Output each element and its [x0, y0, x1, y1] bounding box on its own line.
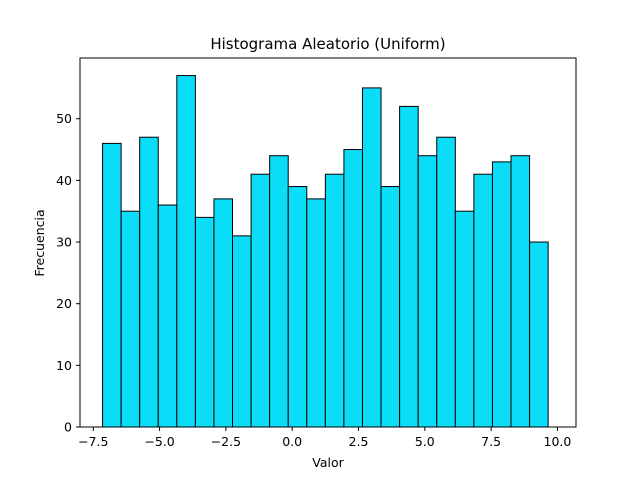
histogram-bar: [213, 198, 234, 428]
x-tick-label: 5.0: [415, 434, 435, 449]
histogram-bar: [436, 136, 456, 428]
histogram-bar: [306, 198, 326, 428]
x-axis-label: Valor: [312, 455, 344, 470]
x-tick-label: −2.5: [211, 434, 241, 449]
x-tick-label: 10.0: [544, 434, 572, 449]
y-tick-label: 50: [56, 111, 72, 126]
histogram-bar: [120, 210, 141, 428]
histogram-bar: [287, 186, 308, 428]
histogram-bar: [380, 186, 401, 428]
histogram-bar: [139, 136, 159, 428]
x-tick-label: 7.5: [481, 434, 501, 449]
bars-group: [102, 75, 549, 428]
histogram-bar: [232, 235, 252, 428]
histogram-bar: [417, 155, 438, 428]
histogram-bar: [491, 161, 512, 428]
y-tick-label: 10: [56, 358, 72, 373]
y-tick-label: 40: [56, 173, 72, 188]
histogram-bar: [157, 204, 178, 428]
histogram-bar: [102, 142, 122, 428]
histogram-bar: [343, 149, 363, 428]
y-axis-ticks: 0 10 20 30 40 50: [56, 111, 80, 435]
histogram-bar: [194, 216, 215, 428]
histogram-bar: [529, 241, 549, 428]
plot-frame: [79, 57, 577, 428]
histogram-bar: [324, 173, 345, 428]
y-tick-label: 20: [56, 296, 72, 311]
histogram-bar: [250, 173, 271, 428]
histogram-bar: [510, 155, 531, 428]
x-tick-label: 2.5: [349, 434, 369, 449]
y-axis-label: Frecuencia: [32, 209, 47, 276]
chart-title: Histograma Aleatorio (Uniform): [210, 35, 445, 53]
histogram-bar: [454, 210, 475, 428]
x-axis-ticks: −7.5 −5.0 −2.5 0.0 2.5 5.0 7.5 10.0: [78, 427, 571, 449]
y-tick-label: 30: [56, 235, 72, 250]
histogram-bar: [399, 105, 419, 428]
histogram-bar: [269, 155, 289, 428]
x-tick-label: −7.5: [78, 434, 108, 449]
histogram-bar: [361, 87, 382, 428]
histogram-bar: [176, 75, 196, 428]
x-tick-label: −5.0: [144, 434, 174, 449]
histogram-bar: [473, 173, 493, 428]
y-tick-label: 0: [64, 420, 72, 435]
x-tick-label: 0.0: [282, 434, 302, 449]
